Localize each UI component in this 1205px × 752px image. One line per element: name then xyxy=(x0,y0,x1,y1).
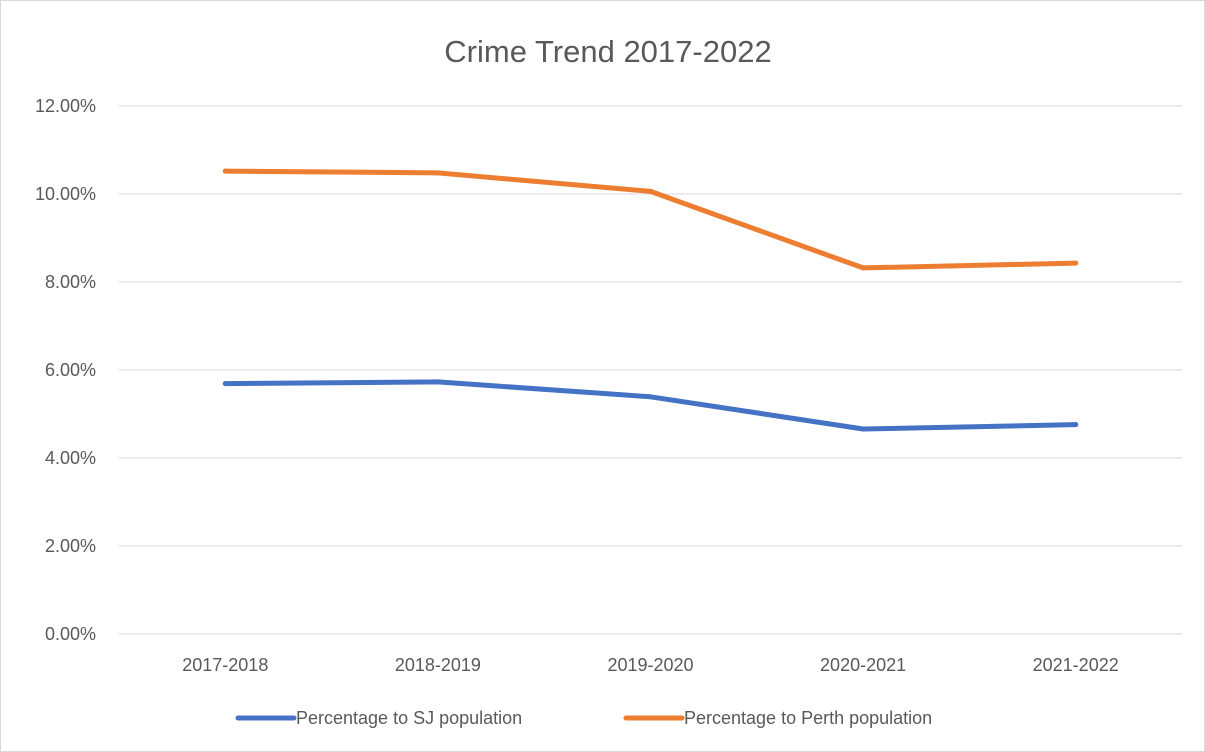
series-line-2 xyxy=(222,168,1079,271)
x-tick-label: 2020-2021 xyxy=(820,655,906,675)
data-point xyxy=(1073,260,1079,266)
y-tick-label: 4.00% xyxy=(45,448,96,468)
data-point xyxy=(860,265,866,271)
gridlines xyxy=(119,105,1182,635)
series-lines xyxy=(222,168,1079,432)
legend: Percentage to SJ population Percentage to… xyxy=(235,708,932,728)
x-tick-label: 2017-2018 xyxy=(182,655,268,675)
x-tick-label: 2018-2019 xyxy=(395,655,481,675)
data-point xyxy=(648,394,653,400)
legend-label: Percentage to SJ population xyxy=(296,708,522,728)
y-tick-label: 10.00% xyxy=(35,184,96,204)
data-point xyxy=(222,168,228,174)
y-tick-label: 0.00% xyxy=(45,624,96,644)
y-axis-ticks: 0.00% 2.00% 4.00% 6.00% 8.00% 10.00% 12.00% xyxy=(35,96,96,644)
data-point xyxy=(435,170,441,176)
y-tick-label: 8.00% xyxy=(45,272,96,292)
series-line-1 xyxy=(222,379,1079,432)
x-tick-label: 2021-2022 xyxy=(1033,655,1119,675)
data-point xyxy=(435,379,441,385)
y-tick-label: 6.00% xyxy=(45,360,96,380)
legend-label: Percentage to Perth population xyxy=(684,708,932,728)
data-point xyxy=(222,381,228,387)
chart-title: Crime Trend 2017-2022 xyxy=(444,34,771,69)
y-tick-label: 12.00% xyxy=(35,96,96,116)
data-point xyxy=(860,426,866,432)
y-tick-label: 2.00% xyxy=(45,536,96,556)
x-tick-label: 2019-2020 xyxy=(607,655,693,675)
data-point xyxy=(648,188,653,194)
data-point xyxy=(1073,422,1079,428)
x-axis-ticks: 2017-2018 2018-2019 2019-2020 2020-2021 2021… xyxy=(182,655,1118,675)
